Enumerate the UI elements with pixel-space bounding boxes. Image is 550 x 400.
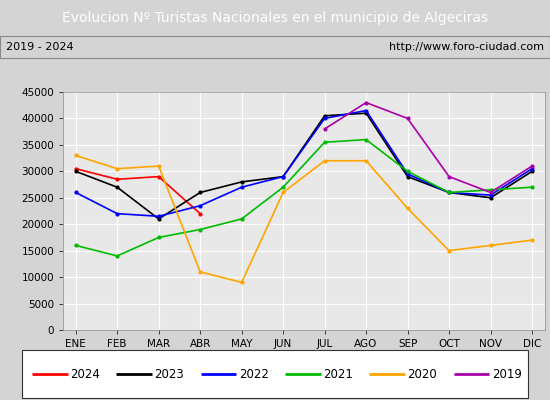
2021 [404,169,411,174]
2024 [155,174,162,179]
2022 [197,203,204,208]
2020 [404,206,411,211]
2020 [487,243,494,248]
Line: 2020: 2020 [74,154,534,284]
2022 [73,190,79,195]
Text: 2022: 2022 [239,368,268,380]
Text: 2024: 2024 [70,368,100,380]
2023 [404,174,411,179]
2022 [238,185,245,190]
2020 [155,164,162,168]
2022 [529,166,535,171]
Text: 2021: 2021 [323,368,353,380]
2023 [321,113,328,118]
2020 [73,153,79,158]
2021 [238,216,245,221]
2019 [529,164,535,168]
2022 [280,174,287,179]
2024 [73,166,79,171]
2021 [73,243,79,248]
2019 [363,100,370,105]
2024 [114,177,120,182]
2021 [155,235,162,240]
2022 [487,193,494,198]
2020 [446,248,453,253]
2021 [114,254,120,258]
2023 [155,216,162,221]
2021 [446,190,453,195]
2019 [487,190,494,195]
2020 [529,238,535,242]
2020 [197,270,204,274]
2020 [363,158,370,163]
Line: 2023: 2023 [74,112,534,220]
2019 [321,127,328,132]
2022 [404,172,411,176]
2023 [197,190,204,195]
Line: 2019: 2019 [323,101,534,194]
2019 [446,174,453,179]
Text: 2019 - 2024: 2019 - 2024 [6,42,73,52]
2023 [280,174,287,179]
2019 [404,116,411,121]
2022 [446,190,453,195]
2021 [280,185,287,190]
2021 [487,188,494,192]
Line: 2021: 2021 [74,138,534,257]
2023 [446,190,453,195]
2023 [73,169,79,174]
Text: Evolucion Nº Turistas Nacionales en el municipio de Algeciras: Evolucion Nº Turistas Nacionales en el m… [62,11,488,25]
2023 [114,185,120,190]
2020 [321,158,328,163]
Line: 2024: 2024 [74,167,201,215]
2024 [197,211,204,216]
Text: 2020: 2020 [408,368,437,380]
2022 [155,214,162,219]
2021 [363,137,370,142]
Text: http://www.foro-ciudad.com: http://www.foro-ciudad.com [389,42,544,52]
2021 [529,185,535,190]
2023 [238,180,245,184]
2022 [321,116,328,121]
2020 [280,190,287,195]
2023 [487,195,494,200]
Line: 2022: 2022 [74,109,534,218]
2021 [321,140,328,145]
Text: 2019: 2019 [492,368,521,380]
2021 [197,227,204,232]
Text: 2023: 2023 [155,368,184,380]
2023 [529,169,535,174]
2023 [363,111,370,116]
2022 [363,108,370,113]
2020 [114,166,120,171]
2022 [114,211,120,216]
2020 [238,280,245,285]
